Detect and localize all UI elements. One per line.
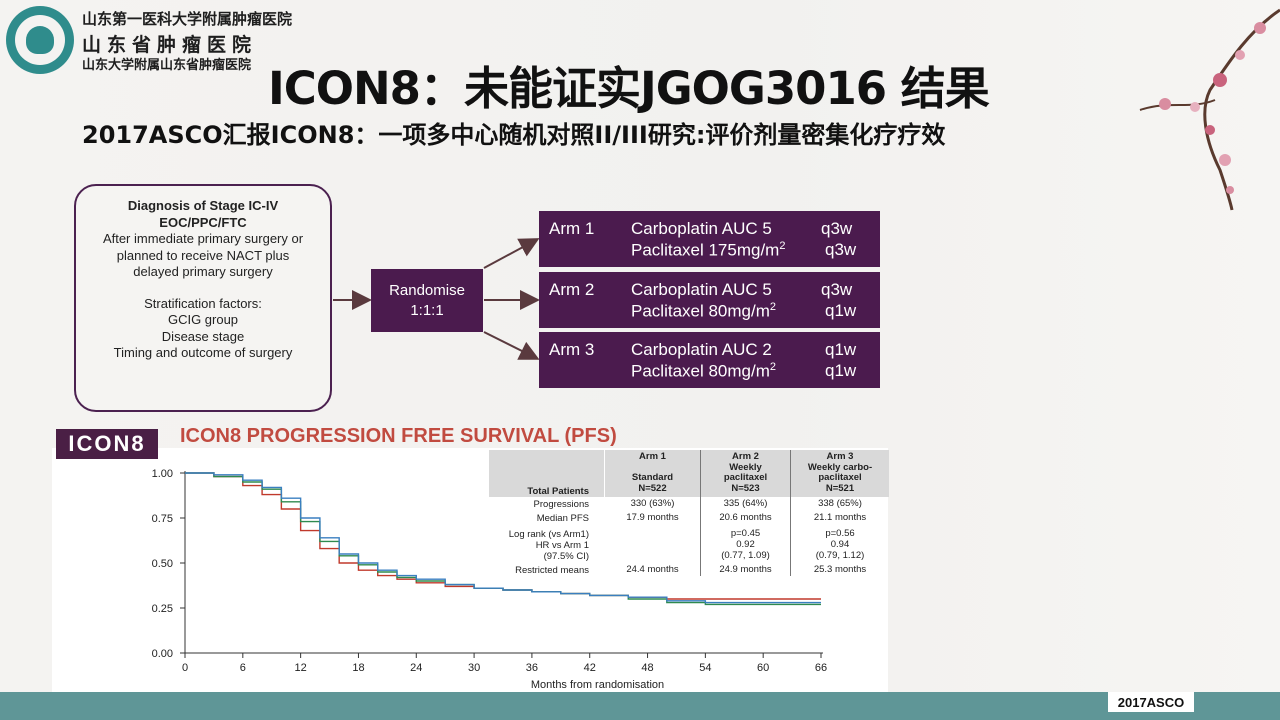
table-row-label: Restricted means [515, 565, 589, 576]
hospital-logo [6, 6, 74, 74]
y-tick-label: 1.00 [152, 468, 173, 480]
table-cell: (0.79, 1.12) [815, 550, 865, 561]
table-row-label: Median PFS [536, 513, 589, 524]
x-tick-label: 6 [240, 662, 246, 674]
x-tick-label: 12 [295, 662, 307, 674]
y-tick-label: 0.00 [152, 648, 173, 660]
x-tick-label: 30 [468, 662, 480, 674]
arm-box-2: Arm 2 Carboplatin AUC 5 q3w Paclitaxel 8… [539, 272, 880, 328]
diagnosis-line2: EOC/PPC/FTC [159, 214, 247, 230]
table-cell: 330 (63%) [630, 498, 675, 509]
asco-badge: 2017ASCO [1108, 692, 1194, 712]
table-row-header: Total Patients [527, 486, 589, 497]
table-cell: p=0.45 [730, 528, 761, 539]
x-tick-label: 54 [699, 662, 711, 674]
slide-title: ICON8：未能证实JGOG3016 结果 [268, 62, 990, 115]
footer-bar [0, 692, 1280, 720]
x-tick-label: 48 [641, 662, 653, 674]
arm-name: Arm 1 [549, 219, 595, 238]
x-tick-label: 24 [410, 662, 422, 674]
diagnosis-box: Diagnosis of Stage IC-IV EOC/PPC/FTC Aft… [74, 184, 332, 412]
arm-box-1: Arm 1 Carboplatin AUC 5 q3w Paclitaxel 1… [539, 211, 880, 267]
arm-schedule2: q1w [825, 301, 857, 320]
table-header-cell [489, 450, 604, 497]
icon8-logo: ICON8 [56, 429, 158, 459]
table-row-label: Log rank (vs Arm1) [508, 529, 589, 540]
arm-drug1: Carboplatin AUC 2 [631, 340, 772, 359]
table-cell: 17.9 months [626, 512, 679, 523]
hospital-name-line2: 山东省肿瘤医院 [82, 34, 258, 56]
x-tick-label: 18 [352, 662, 364, 674]
y-tick-label: 0.50 [152, 558, 173, 570]
table-cell: 338 (65%) [818, 498, 862, 509]
table-col-header-1: Arm 1 Standard N=522 [631, 451, 674, 494]
arm-schedule1: q1w [825, 340, 857, 359]
table-cell: 21.1 months [813, 512, 867, 523]
table-cell: 0.92 [736, 539, 755, 550]
table-row-label: (97.5% CI) [543, 551, 589, 562]
arm-drug2: Paclitaxel 80mg/m2 [631, 301, 777, 321]
hospital-name-line3: 山东大学附属山东省肿瘤医院 [82, 58, 252, 73]
chart-title: ICON8 PROGRESSION FREE SURVIVAL (PFS) [180, 425, 617, 447]
x-tick-label: 42 [584, 662, 596, 674]
randomise-ratio: 1:1:1 [410, 301, 444, 319]
table-cell: 24.9 months [719, 564, 772, 575]
x-axis-label: Months from randomisation [531, 679, 664, 691]
y-tick-label: 0.75 [152, 513, 173, 525]
stratification-factor-1: GCIG group [167, 312, 239, 327]
arm-schedule2: q3w [825, 240, 857, 259]
arm-box-3: Arm 3 Carboplatin AUC 2 q1w Paclitaxel 8… [539, 332, 880, 388]
table-header-cell [701, 450, 790, 497]
arm-drug1: Carboplatin AUC 5 [631, 219, 772, 238]
arm-schedule2: q1w [825, 361, 857, 380]
arm-schedule1: q3w [821, 219, 853, 238]
table-cell: 20.6 months [719, 512, 772, 523]
plum-blossom-decoration [1139, 8, 1280, 211]
table-cell: p=0.56 [825, 528, 855, 539]
table-cell: 25.3 months [813, 564, 867, 575]
diagnosis-line1: Diagnosis of Stage IC-IV [127, 198, 279, 213]
table-cell: 0.94 [830, 539, 850, 550]
stratification-title: Stratification factors: [144, 295, 262, 311]
arm-drug2: Paclitaxel 175mg/m2 [631, 240, 786, 260]
arm-name: Arm 2 [549, 280, 595, 299]
hospital-name-line1: 山东第一医科大学附属肿瘤医院 [82, 10, 293, 28]
table-row-label: Progressions [533, 499, 589, 510]
diagnosis-line4: planned to receive NACT plus [116, 247, 290, 263]
table-col-header-2: Arm 2 Weekly paclitaxel N=523 [723, 451, 768, 494]
diagnosis-line3: After immediate primary surgery or [102, 231, 304, 246]
table-row-label: HR vs Arm 1 [535, 540, 589, 551]
x-tick-label: 36 [526, 662, 538, 674]
diagnosis-line5: delayed primary surgery [133, 264, 273, 279]
y-tick-label: 0.25 [152, 603, 173, 615]
km-curve-arm-3 [185, 472, 821, 604]
randomise-label: Randomise [389, 281, 465, 299]
table-header-cell [791, 450, 889, 497]
table-cell: 335 (64%) [723, 498, 768, 509]
table-cell: (0.77, 1.09) [721, 550, 770, 561]
slide-subtitle: 2017ASCO汇报ICON8：一项多中心随机对照II/III研究:评价剂量密集… [82, 121, 946, 149]
arm-name: Arm 3 [549, 340, 595, 359]
table-header-cell [605, 450, 700, 497]
arm-schedule1: q3w [821, 280, 853, 299]
arm-drug2: Paclitaxel 80mg/m2 [631, 361, 777, 381]
x-tick-label: 60 [757, 662, 769, 674]
table-col-header-3: Arm 3 Weekly carbo-paclitaxel N=521 [807, 451, 873, 494]
arm-drug1: Carboplatin AUC 5 [631, 280, 772, 299]
x-tick-label: 0 [182, 662, 188, 674]
table-cell: 24.4 months [626, 564, 679, 575]
x-tick-label: 66 [815, 662, 827, 674]
randomise-box: Randomise 1:1:1 [371, 269, 483, 332]
stratification-factor-2: Disease stage [161, 328, 245, 344]
stratification-factor-3: Timing and outcome of surgery [113, 345, 293, 360]
